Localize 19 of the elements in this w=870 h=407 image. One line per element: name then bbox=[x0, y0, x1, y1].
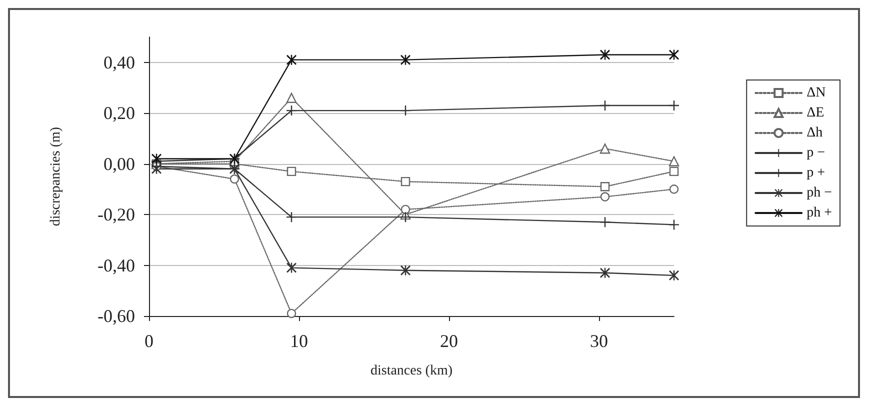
x-tick-label: 0 bbox=[144, 331, 154, 351]
legend-label: ΔE bbox=[806, 106, 824, 120]
x-tick-label: 10 bbox=[290, 331, 308, 351]
legend-label: ph + bbox=[806, 206, 832, 220]
legend-label: Δh bbox=[806, 126, 823, 140]
y-tick-label: 0,40 bbox=[104, 52, 135, 72]
legend-label: p − bbox=[806, 146, 826, 160]
legend-label: p + bbox=[806, 166, 826, 180]
legend-label: ph − bbox=[806, 186, 832, 200]
x-tick-label: 20 bbox=[440, 331, 458, 351]
y-tick-label: -0,40 bbox=[98, 255, 135, 276]
legend-label: ΔN bbox=[806, 86, 826, 100]
y-tick-label: -0,60 bbox=[98, 306, 135, 326]
x-tick-label: 30 bbox=[590, 331, 608, 351]
x-axis-title: distances (km) bbox=[370, 364, 453, 378]
y-tick-label: -0,20 bbox=[98, 204, 135, 225]
y-axis-title: discrepancies (m) bbox=[48, 126, 64, 226]
y-tick-label: 0,00 bbox=[104, 154, 135, 174]
y-tick-label: 0,20 bbox=[104, 103, 135, 124]
